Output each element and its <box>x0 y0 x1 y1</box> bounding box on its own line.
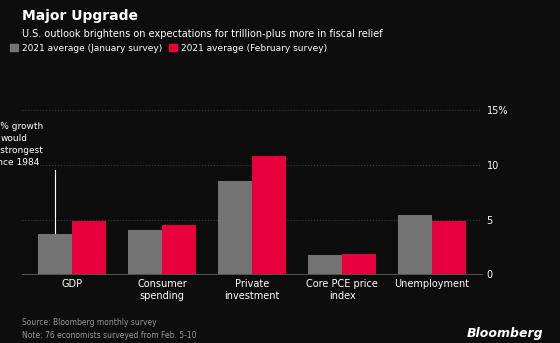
Bar <box>162 225 196 274</box>
Text: Source: Bloomberg monthly survey
Note: 76 economists surveyed from Feb. 5-10: Source: Bloomberg monthly survey Note: 7… <box>22 318 197 340</box>
Bar <box>432 221 466 274</box>
Bar <box>128 230 162 274</box>
Bar <box>398 215 432 274</box>
Text: U.S. outlook brightens on expectations for trillion-plus more in fiscal relief: U.S. outlook brightens on expectations f… <box>22 29 383 39</box>
Bar <box>308 255 342 274</box>
Text: 4.9% growth
would
be strongest
since 1984: 4.9% growth would be strongest since 198… <box>0 122 43 167</box>
Legend: 2021 average (January survey), 2021 average (February survey): 2021 average (January survey), 2021 aver… <box>6 40 330 56</box>
Bar <box>38 234 72 274</box>
Bar <box>72 221 106 274</box>
Bar <box>252 156 286 274</box>
Bar <box>342 253 376 274</box>
Text: Bloomberg: Bloomberg <box>466 327 543 340</box>
Text: Major Upgrade: Major Upgrade <box>22 9 138 23</box>
Bar <box>218 181 252 274</box>
